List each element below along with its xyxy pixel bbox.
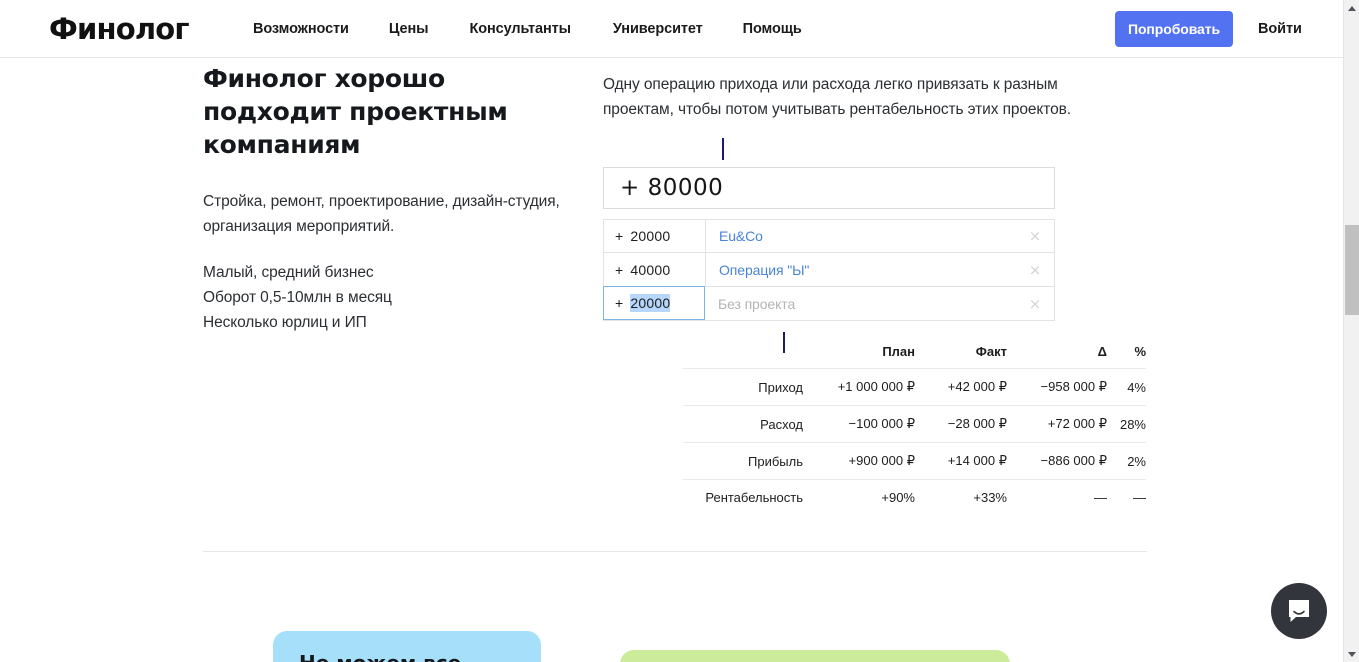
triangle-down-icon (1348, 651, 1356, 657)
cell-delta: — (1007, 479, 1107, 515)
chat-bubble-icon (1289, 600, 1309, 622)
cell-pct: 28% (1107, 405, 1146, 443)
cell-pct: — (1107, 479, 1146, 515)
fact-item: Оборот 0,5-10млн в месяц (203, 289, 392, 306)
split-project-input[interactable]: Eu&Co (719, 228, 763, 244)
scroll-up-arrow-icon[interactable] (1344, 0, 1359, 16)
total-amount-input[interactable]: + 80000 (603, 167, 1055, 209)
nav-item-konsultanty[interactable]: Консультанты (469, 21, 571, 37)
split-amount-input[interactable]: + 20000 (604, 220, 706, 252)
col-header-blank (683, 340, 805, 369)
table-row: Приход +1 000 000 ₽ +42 000 ₽ −958 000 ₽… (683, 368, 1146, 406)
table-row: Рентабельность +90% +33% — — (683, 479, 1146, 515)
cell-pct: 4% (1107, 368, 1146, 406)
cell-delta: −958 000 ₽ (1007, 368, 1107, 406)
fact-item: Малый, средний бизнес (203, 264, 374, 281)
close-icon[interactable]: × (1028, 227, 1042, 245)
facts-list: Малый, средний бизнес Оборот 0,5-10млн в… (203, 260, 583, 335)
vertical-scrollbar[interactable] (1343, 0, 1359, 662)
cell-delta: −886 000 ₽ (1007, 442, 1107, 480)
scroll-down-arrow-icon[interactable] (1344, 646, 1359, 662)
main-nav: Возможности Цены Консультанты Университе… (253, 0, 802, 58)
summary-table: План Факт Δ % Приход +1 000 000 ₽ +42 00… (683, 340, 1146, 515)
site-header: Финолог Возможности Цены Консультанты Ун… (0, 0, 1343, 58)
plus-sign: + (615, 295, 624, 311)
cell-delta: +72 000 ₽ (1007, 405, 1107, 443)
close-icon[interactable]: × (1028, 260, 1042, 279)
cell-plan: +1 000 000 ₽ (805, 368, 915, 406)
col-header-delta: Δ (1097, 344, 1107, 359)
row-label: Расход (683, 405, 805, 443)
nav-item-vozmozhnosti[interactable]: Возможности (253, 21, 349, 37)
cell-pct: 2% (1107, 442, 1146, 480)
cell-fact: −28 000 ₽ (915, 405, 1007, 443)
left-column: Финолог хорошо подходит проектным компан… (203, 62, 583, 335)
split-amount-value: 20000 (630, 228, 671, 244)
right-column: Одну операцию прихода или расхода легко … (603, 72, 1163, 122)
lead-paragraph: Стройка, ремонт, проектирование, дизайн-… (203, 193, 560, 235)
split-project-input[interactable]: Без проекта (718, 295, 796, 312)
col-header-plan: План (882, 344, 915, 359)
split-amount-value-selected: 20000 (630, 294, 671, 312)
card-blue-title: Не можем все (299, 651, 461, 662)
split-amount-input[interactable]: + 20000 (603, 286, 705, 320)
logo[interactable]: Финолог (49, 12, 190, 46)
fact-item: Несколько юрлиц и ИП (203, 314, 367, 331)
card-green[interactable] (620, 650, 1010, 662)
cell-plan: +900 000 ₽ (805, 442, 915, 480)
card-blue[interactable]: Не можем все (273, 631, 541, 662)
intro-paragraph: Одну операцию прихода или расхода легко … (603, 76, 1071, 118)
cell-fact: +42 000 ₽ (915, 368, 1007, 406)
nav-item-tseny[interactable]: Цены (388, 21, 429, 37)
row-label: Прибыль (683, 442, 805, 480)
plus-sign: + (615, 261, 624, 278)
col-header-pct: % (1134, 344, 1146, 359)
section-divider (203, 551, 1147, 552)
nav-item-universitet[interactable]: Университет (612, 21, 703, 37)
table-row: Расход −100 000 ₽ −28 000 ₽ +72 000 ₽ 28… (683, 405, 1146, 443)
cell-fact: +14 000 ₽ (915, 442, 1007, 480)
scrollbar-thumb[interactable] (1345, 225, 1359, 315)
col-header-fact: Факт (975, 344, 1007, 359)
table-row: Прибыль +900 000 ₽ +14 000 ₽ −886 000 ₽ … (683, 442, 1146, 480)
row-label: Приход (683, 368, 805, 406)
try-button[interactable]: Попробовать (1115, 11, 1233, 47)
page-title: Финолог хорошо подходит проектным компан… (203, 64, 508, 159)
triangle-up-icon (1348, 5, 1356, 11)
login-link[interactable]: Войти (1258, 21, 1302, 37)
split-amount-input[interactable]: + 40000 (604, 253, 706, 286)
text-caret-above-table (783, 332, 785, 353)
split-row[interactable]: + 40000 Операция "Ы" × (603, 253, 1055, 287)
table-header-row: План Факт Δ % (683, 340, 1146, 369)
plus-sign: + (615, 228, 624, 244)
split-rows-list: + 20000 Eu&Co × + 40000 Операция "Ы" × +… (603, 219, 1055, 321)
cell-plan: −100 000 ₽ (805, 405, 915, 443)
split-row[interactable]: + 20000 Eu&Co × (603, 219, 1055, 253)
split-row[interactable]: + 20000 Без проекта × (603, 286, 1055, 321)
chat-launcher-button[interactable] (1271, 583, 1327, 639)
text-caret-above-amount (722, 138, 724, 160)
cell-plan: +90% (805, 479, 915, 515)
split-project-input[interactable]: Операция "Ы" (719, 261, 810, 278)
nav-item-pomosch[interactable]: Помощь (742, 21, 802, 37)
cell-fact: +33% (915, 479, 1007, 515)
split-amount-value: 40000 (630, 261, 671, 278)
row-label: Рентабельность (683, 479, 805, 515)
close-icon[interactable]: × (1028, 294, 1042, 313)
